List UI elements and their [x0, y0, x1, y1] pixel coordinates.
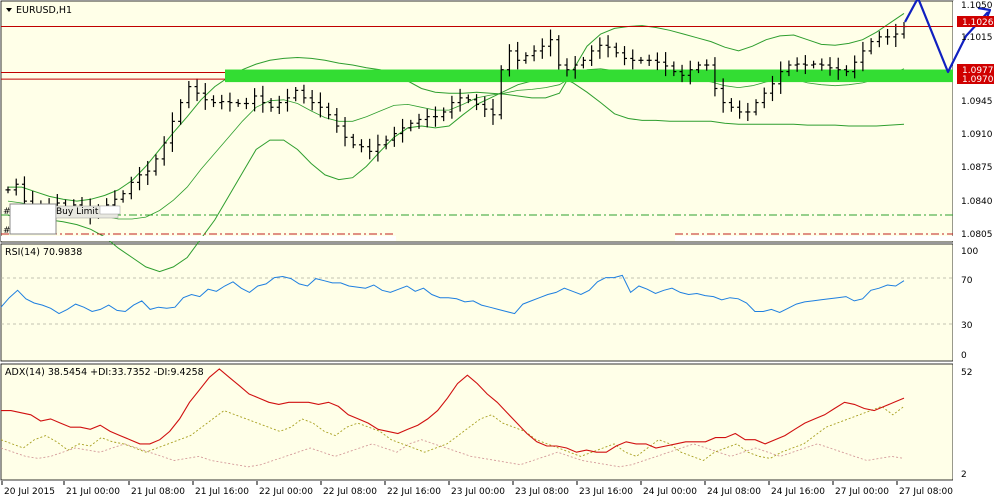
time-tick-label: 27 Jul 00:00	[835, 487, 889, 497]
time-scale-area[interactable]	[0, 481, 999, 501]
panel-gap	[1, 236, 396, 241]
order-thumbnail	[9, 203, 57, 235]
rsi-line	[0, 274, 905, 315]
rsi-title: RSI(14) 70.9838	[5, 247, 82, 258]
bollinger-mid-line	[7, 68, 905, 220]
price-tick-label: 1.1015	[961, 33, 993, 43]
rsi-scale-label: 100	[961, 247, 978, 257]
panel-gap	[675, 236, 953, 241]
rsi-scale-label: 30	[961, 321, 973, 331]
time-tick-label: 24 Jul 00:00	[643, 487, 697, 497]
time-tick-label: 23 Jul 00:00	[451, 487, 505, 497]
rsi-scale: 100 70 30 0	[961, 247, 978, 361]
time-tick-label: 21 Jul 00:00	[66, 487, 120, 497]
order-marker-label: #	[3, 207, 11, 217]
level-badge	[957, 64, 994, 75]
trade-overlay	[9, 203, 121, 235]
support-zone-band	[225, 69, 953, 83]
rsi-line	[0, 274, 905, 315]
level-badge	[957, 16, 994, 27]
level-badge-label: 1.0977	[962, 66, 994, 76]
main-title: EURUSD,H1	[16, 5, 72, 16]
time-tick-label: 21 Jul 08:00	[131, 487, 185, 497]
price-tick-label: 1.0875	[961, 163, 993, 173]
order-marker-label: #	[3, 226, 11, 236]
adx-line	[1, 368, 905, 453]
main-price-panel[interactable]	[0, 0, 954, 243]
level-lines	[1, 26, 953, 241]
level-badge-label: 1.0970	[962, 75, 994, 85]
price-scale: 1.1050 1.1015 1.0945 1.0910 1.0875 1.084…	[961, 1, 993, 240]
price-tick-label: 1.1050	[961, 1, 993, 11]
time-tick-label: 27 Jul 08:00	[899, 487, 953, 497]
time-tick-label: 24 Jul 08:00	[707, 487, 761, 497]
bollinger-upper-line	[8, 12, 905, 202]
di-minus-line	[0, 439, 905, 468]
time-tick-label: 21 Jul 16:00	[195, 487, 249, 497]
adx-lines	[0, 368, 905, 468]
adx-scale-label: 2	[961, 470, 967, 480]
price-tick-label: 1.0910	[961, 130, 993, 140]
order-label-box	[99, 205, 121, 215]
adx-scale-label: 52	[961, 368, 972, 378]
level-badge-label: 1.1026	[962, 18, 994, 28]
panel-borders	[1, 277, 953, 325]
order-marker-text: Buy Limit	[56, 207, 99, 217]
triangle-down-icon[interactable]	[6, 8, 12, 12]
time-tick-label: 24 Jul 16:00	[771, 487, 825, 497]
adx-panel[interactable]	[0, 363, 954, 481]
rsi-scale-label: 0	[961, 351, 967, 361]
price-tick-label: 1.0840	[961, 197, 993, 207]
forecast-path	[904, 0, 989, 74]
time-tick-label: 23 Jul 08:00	[515, 487, 569, 497]
price-bars	[5, 22, 907, 225]
time-tick-label: 22 Jul 08:00	[323, 487, 377, 497]
adx-title: ADX(14) 38.5454 +DI:33.7352 -DI:9.4258	[5, 367, 204, 378]
bollinger-lower-line	[7, 75, 905, 273]
time-tick-label: 20 Jul 2015	[4, 487, 55, 497]
price-tick-label: 1.0945	[961, 97, 993, 107]
price-tick-label: 1.0805	[961, 230, 993, 240]
rsi-scale-label: 70	[961, 276, 973, 286]
time-tick-label: 22 Jul 00:00	[259, 487, 313, 497]
level-badges: 1.1026 1.0977 1.0970	[957, 16, 994, 85]
level-badge	[957, 73, 994, 84]
bollinger-bands	[7, 12, 905, 273]
support-zone	[225, 69, 953, 83]
main-title-group: EURUSD,H1	[6, 5, 72, 16]
time-tick-label: 23 Jul 16:00	[579, 487, 633, 497]
time-axis: 20 Jul 2015 21 Jul 00:00 21 Jul 08:00 21 Ju…	[1, 481, 953, 497]
adx-scale: 52 2	[961, 368, 972, 480]
time-tick-label: 22 Jul 16:00	[387, 487, 441, 497]
